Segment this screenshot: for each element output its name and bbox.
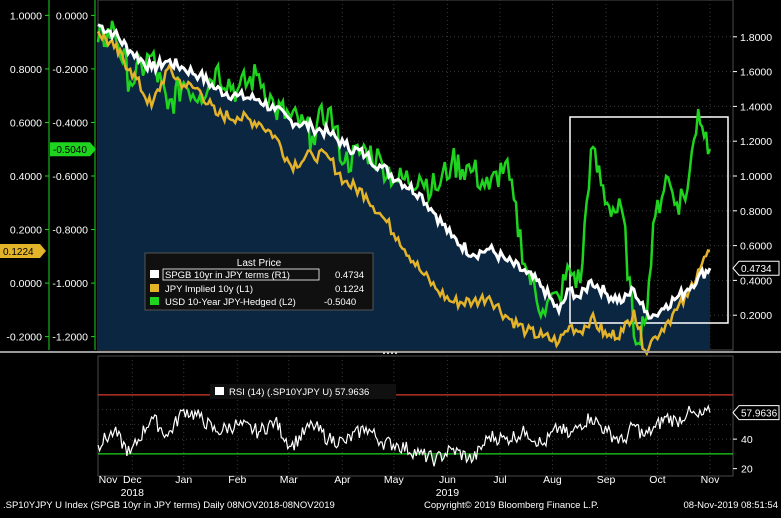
legend-entry-value-2: -0.5040 — [324, 297, 356, 308]
legend-title: Last Price — [237, 258, 282, 269]
legend: Last Price SPGB 10yr in JPY terms (R1) 0… — [144, 252, 374, 311]
rsi-tag-text: 57.9636 — [741, 409, 778, 420]
left-outer-tick-label-4: 0.2000 — [10, 225, 42, 237]
footer-left: .SP10YJPY U Index (SPGB 10yr in JPY term… — [3, 500, 335, 511]
left-outer-tick-label-3: 0.4000 — [10, 171, 42, 183]
rsi-ticks: 40 20 — [733, 434, 753, 476]
highlight-box — [569, 116, 729, 324]
rsi-tick-label-0: 40 — [741, 434, 753, 446]
right-tick-label-8: 0.2000 — [740, 310, 772, 322]
left-outer-tick-label-1: 0.8000 — [10, 64, 42, 76]
footer-copyright: Copyright© 2019 Bloomberg Finance L.P. — [424, 500, 599, 511]
x-tick-label-6: May — [384, 474, 405, 486]
left-outer-tick-label-6: -0.2000 — [6, 332, 42, 344]
left-inner-tick-label-5: -1.0000 — [52, 278, 88, 290]
x-tick-label-12: Nov — [701, 474, 720, 486]
legend-swatch-green — [150, 297, 159, 305]
legend-swatch-white — [150, 270, 159, 278]
left-inner-tick-label-4: -0.8000 — [52, 225, 88, 237]
right-tag-text: 0.4734 — [741, 264, 772, 275]
x-tick-label-1: Dec — [123, 474, 142, 486]
x-tick-label-11: Oct — [649, 474, 665, 486]
legend-entry-name-1: JPY Implied 10y (L1) — [165, 284, 253, 295]
legend-selected-outline — [162, 268, 320, 281]
x-tick-label-2: Jan — [175, 474, 192, 486]
x-tick-label-10: Sep — [597, 474, 616, 486]
legend-entry-value-1: 0.1224 — [335, 284, 364, 295]
left-outer-ticks: 1.0000 0.8000 0.6000 0.4000 0.2000 0.0000 -0.2… — [6, 10, 49, 344]
legend-box — [144, 252, 374, 311]
right-value-tag: 0.4734 — [732, 260, 780, 276]
right-tick-label-7: 0.4000 — [740, 275, 772, 287]
left-outer-tick-label-0: 1.0000 — [10, 10, 42, 22]
x-tick-label-9: Aug — [543, 474, 562, 486]
left-inner-tick-label-6: -1.2000 — [52, 332, 88, 344]
rsi-line — [97, 404, 711, 467]
rsi-legend: RSI (14) (.SP10YJPY U) 57.9636 — [210, 384, 396, 399]
left-outer-tag-text: 0.1224 — [3, 247, 34, 258]
x-tick-label-5: Apr — [334, 474, 351, 486]
left-inner-tick-label-3: -0.6000 — [52, 171, 88, 183]
right-tick-label-1: 1.6000 — [740, 67, 772, 79]
series-line-usd-10y-jpy-hedged — [96, 20, 712, 347]
x-axis-labels: Nov Dec Jan Feb Mar Apr May Jun Jul Aug Sep Oct Nov2… — [99, 474, 720, 499]
left-inner-tag-text: -0.5040 — [53, 145, 87, 156]
right-tick-label-6: 0.6000 — [740, 241, 772, 253]
rsi-legend-box — [210, 384, 396, 399]
x-tick-label-3: Feb — [228, 474, 246, 486]
right-tick-label-0: 1.8000 — [740, 32, 772, 44]
legend-entry-name-2: USD 10-Year JPY-Hedged (L2) — [165, 297, 296, 308]
x-tick-label-4: Mar — [280, 474, 299, 486]
left-outer-tick-label-5: 0.0000 — [10, 278, 42, 290]
left-outer-value-tag: 0.1224 — [0, 243, 46, 258]
rsi-legend-swatch — [215, 387, 224, 395]
right-tick-label-4: 1.0000 — [740, 171, 772, 183]
rsi-legend-text: RSI (14) (.SP10YJPY U) 57.9636 — [229, 387, 369, 398]
right-tick-label-3: 1.2000 — [740, 136, 772, 148]
rsi-plot-frame — [97, 355, 734, 477]
right-tick-label-2: 1.4000 — [740, 101, 772, 113]
left-inner-value-tag: -0.5040 — [50, 142, 96, 157]
left-inner-ticks: 0.0000 -0.2000 -0.4000 -0.6000 -0.8000 -1.000… — [52, 10, 95, 344]
left-inner-tick-label-1: -0.2000 — [52, 64, 88, 76]
legend-swatch-gold — [150, 284, 159, 292]
right-ticks: 1.8000 1.6000 1.4000 1.2000 1.0000 0.8000 0.60… — [733, 32, 772, 322]
x-tick-label-7: Jun — [439, 474, 456, 486]
rsi-tick-label-1: 20 — [741, 464, 753, 476]
left-outer-tick-label-2: 0.6000 — [10, 117, 42, 129]
right-tick-label-5: 0.8000 — [740, 206, 772, 218]
series-line-jpy-implied-10y — [96, 30, 711, 357]
left-inner-tick-label-0: 0.0000 — [56, 10, 88, 22]
left-inner-tick-label-2: -0.4000 — [52, 117, 88, 129]
series-line-spgb-10yr-jpy — [97, 23, 712, 320]
rsi-value-tag: 57.9636 — [732, 405, 780, 421]
footer-timestamp: 08-Nov-2019 08:51:54 — [683, 500, 778, 511]
legend-entry-value-0: 0.4734 — [335, 270, 364, 281]
x-tick-label-8: Jul — [493, 474, 506, 486]
x-year-label-1: 2019 — [436, 487, 460, 499]
x-tick-label-0: Nov — [99, 474, 118, 486]
legend-entry-name-0: SPGB 10yr in JPY terms (R1) — [165, 270, 290, 281]
x-year-label-0: 2018 — [121, 487, 145, 499]
